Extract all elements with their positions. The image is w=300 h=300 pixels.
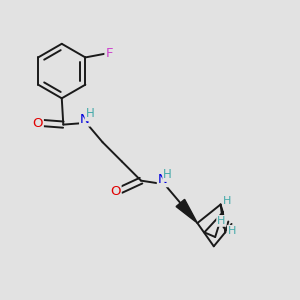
Text: N: N [158, 173, 168, 186]
Text: H: H [163, 168, 172, 181]
Text: H: H [217, 216, 226, 226]
Text: F: F [105, 47, 113, 60]
Text: H: H [228, 226, 236, 236]
Polygon shape [176, 199, 197, 223]
Text: O: O [32, 117, 43, 130]
Text: H: H [85, 107, 94, 120]
Text: N: N [80, 112, 90, 125]
Text: O: O [110, 185, 121, 198]
Text: H: H [223, 196, 232, 206]
